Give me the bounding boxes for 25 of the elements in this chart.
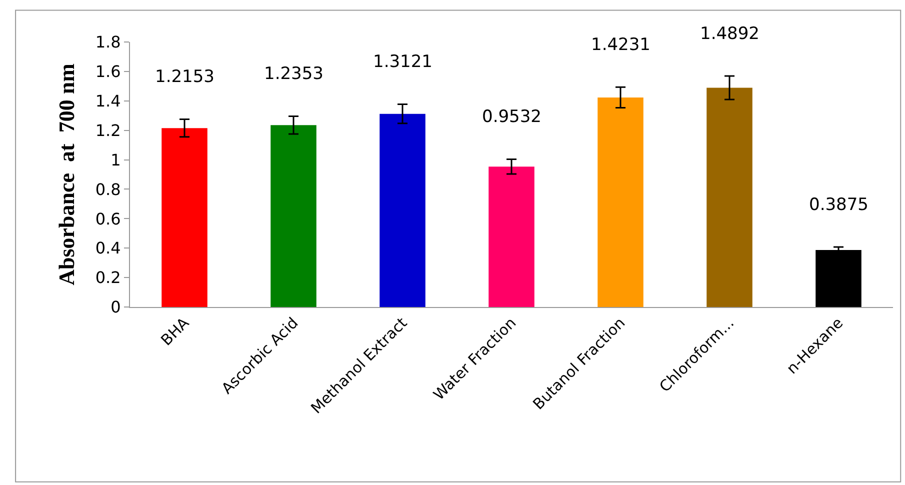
data-label: 1.3121 [373, 52, 432, 72]
data-label: 0.9532 [482, 107, 542, 127]
bar [488, 166, 534, 307]
y-tick-label: 0 [110, 298, 121, 317]
y-tick-label: 1.6 [95, 62, 121, 82]
y-axis-title: Absorbance at 700 nm [54, 64, 80, 286]
bar [816, 250, 862, 307]
y-tick-label: 0.2 [95, 268, 121, 288]
y-tick-label: 0.4 [95, 238, 121, 258]
y-tick-label: 1.2 [95, 120, 121, 140]
data-label: 1.4231 [591, 35, 650, 55]
y-tick-label: 1.8 [95, 32, 121, 52]
bar [270, 125, 316, 307]
data-label: 1.4892 [700, 24, 760, 44]
data-label: 1.2153 [155, 67, 214, 87]
y-tick-label: 0.6 [95, 209, 121, 228]
data-label: 1.2353 [264, 64, 324, 84]
bar [162, 128, 208, 307]
y-tick-label: 1 [110, 150, 121, 170]
y-tick-label: 0.8 [95, 180, 121, 199]
bar [598, 97, 644, 307]
data-label: 0.3875 [809, 195, 868, 215]
bar [380, 114, 426, 307]
y-tick-label: 1.4 [95, 91, 121, 110]
bar [706, 88, 752, 307]
